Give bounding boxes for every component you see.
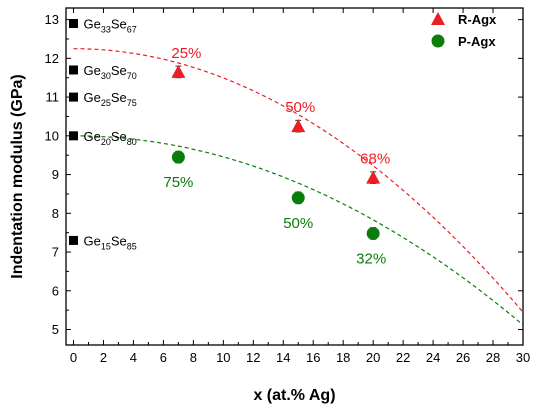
x-tick-label: 12 bbox=[246, 350, 260, 365]
fit-curve-1 bbox=[73, 135, 524, 326]
y-tick-label: 5 bbox=[52, 322, 59, 337]
y-axis-title: Indentation modulus (GPa) bbox=[9, 74, 26, 278]
reference-composition-label: Ge20Se80 bbox=[83, 129, 136, 147]
point-percent-label: 25% bbox=[171, 45, 201, 62]
legend-r-agx-marker bbox=[431, 12, 445, 25]
legend-p-agx-marker bbox=[431, 34, 445, 48]
point-percent-label: 50% bbox=[285, 99, 315, 116]
y-tick-label: 9 bbox=[52, 167, 59, 182]
reference-square-marker bbox=[68, 65, 78, 75]
p-agx-circle-marker bbox=[171, 150, 185, 164]
y-tick-label: 13 bbox=[45, 12, 59, 27]
x-tick-label: 2 bbox=[100, 350, 107, 365]
reference-composition-label: Ge15Se85 bbox=[83, 233, 136, 251]
y-tick-label: 10 bbox=[45, 128, 59, 143]
point-percent-label: 32% bbox=[356, 250, 386, 267]
x-tick-label: 6 bbox=[160, 350, 167, 365]
reference-square-marker bbox=[68, 131, 78, 141]
x-tick-label: 26 bbox=[456, 350, 470, 365]
x-tick-label: 8 bbox=[190, 350, 197, 365]
x-tick-label: 10 bbox=[216, 350, 230, 365]
reference-square-marker bbox=[68, 18, 78, 28]
r-agx-triangle-marker bbox=[171, 64, 186, 78]
x-tick-label: 14 bbox=[276, 350, 290, 365]
reference-composition-label: Ge30Se70 bbox=[83, 63, 136, 81]
y-tick-label: 6 bbox=[52, 283, 59, 298]
y-tick-label: 12 bbox=[45, 51, 59, 66]
legend-r-agx-label: R-Agx bbox=[458, 12, 497, 27]
x-tick-label: 4 bbox=[130, 350, 137, 365]
x-tick-label: 0 bbox=[70, 350, 77, 365]
plot-frame bbox=[65, 7, 524, 346]
y-tick-label: 8 bbox=[52, 206, 59, 221]
x-tick-label: 30 bbox=[516, 350, 530, 365]
r-agx-triangle-marker bbox=[366, 170, 381, 184]
x-tick-label: 20 bbox=[366, 350, 380, 365]
r-agx-triangle-marker bbox=[291, 119, 306, 133]
legend-p-agx-label: P-Agx bbox=[458, 34, 496, 49]
y-tick-label: 11 bbox=[46, 90, 60, 105]
point-percent-label: 75% bbox=[163, 174, 193, 191]
p-agx-circle-marker bbox=[366, 226, 380, 240]
fit-curve-0 bbox=[73, 48, 524, 313]
plot-area: 0 2 4 6 8 10 12 14 16 18 20 22 24 26 28 305678910111213… bbox=[9, 7, 530, 404]
reference-composition-label: Ge25Se75 bbox=[83, 90, 136, 108]
x-axis-title: x (at.% Ag) bbox=[253, 387, 335, 404]
y-tick-label: 7 bbox=[52, 245, 59, 260]
x-tick-label: 16 bbox=[306, 350, 320, 365]
reference-square-marker bbox=[68, 235, 78, 245]
x-tick-label: 28 bbox=[486, 350, 500, 365]
reference-composition-label: Ge33Se67 bbox=[83, 16, 136, 34]
reference-square-marker bbox=[68, 92, 78, 102]
x-tick-label: 22 bbox=[396, 350, 410, 365]
p-agx-circle-marker bbox=[291, 191, 305, 205]
point-percent-label: 50% bbox=[283, 215, 313, 232]
x-tick-label: 18 bbox=[336, 350, 350, 365]
point-percent-label: 68% bbox=[360, 151, 390, 168]
x-tick-label: 24 bbox=[426, 350, 440, 365]
